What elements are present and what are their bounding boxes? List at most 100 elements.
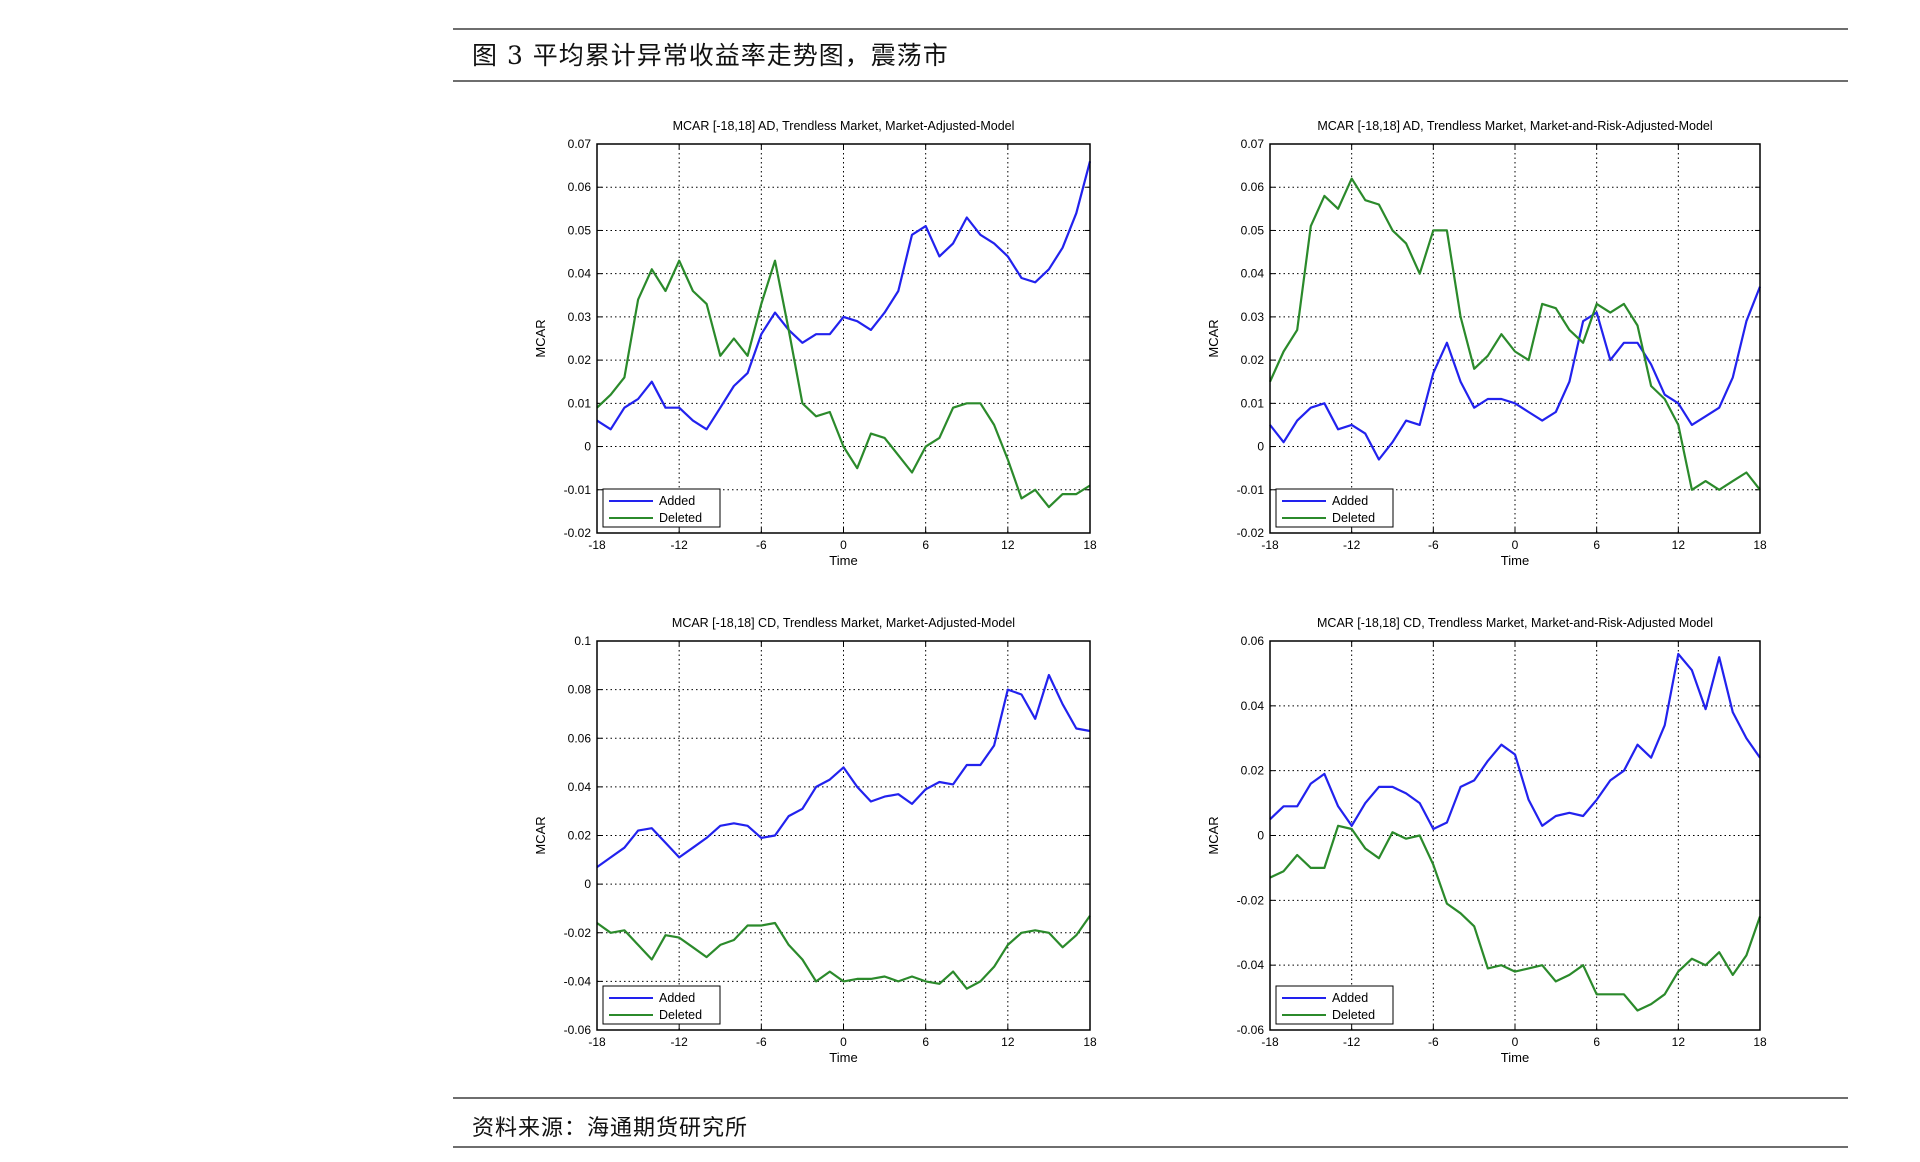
y-tick-label: 0.01 [1241, 396, 1265, 410]
x-axis-label: Time [1501, 553, 1529, 568]
figure-title: 图 3 平均累计异常收益率走势图，震荡市 [472, 41, 949, 70]
series-line-added [596, 673, 1091, 868]
legend-label-deleted: Deleted [659, 511, 702, 525]
legend-label-deleted: Deleted [1332, 1008, 1375, 1022]
x-tick-label: 12 [1672, 1035, 1686, 1049]
y-tick-label: 0.03 [568, 310, 592, 324]
legend-box [602, 985, 721, 1025]
x-axis-label: Time [1501, 1050, 1529, 1065]
series-line-deleted [1269, 824, 1762, 1012]
chart-title: MCAR [-18,18] CD, Trendless Market, Mark… [1317, 616, 1713, 630]
legend-label-deleted: Deleted [1332, 511, 1375, 525]
y-tick-label: 0 [1257, 829, 1264, 843]
y-tick-label: 0.04 [1241, 267, 1265, 281]
y-tick-label: 0.04 [568, 780, 592, 794]
plot-frame [596, 640, 1091, 1031]
x-tick-label: 18 [1083, 1035, 1097, 1049]
plot-frame [596, 143, 1091, 534]
x-tick-label: 18 [1083, 538, 1097, 552]
x-tick-label: 18 [1753, 1035, 1767, 1049]
y-tick-label: 0.02 [1241, 764, 1265, 778]
x-tick-label: 12 [1672, 538, 1686, 552]
series-line-deleted [596, 259, 1091, 509]
x-tick-label: 0 [1512, 1035, 1519, 1049]
y-tick-label: 0 [1257, 440, 1264, 454]
x-tick-label: 6 [922, 538, 929, 552]
x-tick-label: -18 [588, 1035, 606, 1049]
x-tick-label: -12 [1343, 1035, 1361, 1049]
y-tick-label: -0.06 [564, 1023, 592, 1037]
y-tick-label: 0.05 [568, 223, 592, 237]
top-rule [453, 28, 1848, 30]
x-tick-label: 0 [1512, 538, 1519, 552]
legend-box [1275, 985, 1394, 1025]
legend-box [1275, 488, 1394, 528]
y-tick-label: 0 [584, 440, 591, 454]
legend-label-added: Added [659, 991, 695, 1005]
y-axis-label: MCAR [533, 816, 548, 854]
x-tick-label: 6 [922, 1035, 929, 1049]
x-tick-label: -6 [756, 1035, 767, 1049]
chart-1: -18 -12 -6 0 6 12 18 -0.02 -0.01 0 0.01 0.02 0.03 0.0… [533, 119, 1097, 568]
legend-box [602, 488, 721, 528]
y-tick-label: -0.04 [564, 974, 592, 988]
y-tick-label: 0.07 [1241, 137, 1265, 151]
legend: Added Deleted [1275, 488, 1394, 528]
x-tick-label: 0 [840, 1035, 847, 1049]
x-tick-label: 12 [1001, 538, 1015, 552]
chart-4: -18 -12 -6 0 6 12 18 -0.06 -0.04 -0.02 0 0.02 0.04 0.… [1206, 616, 1767, 1065]
x-tick-label: 6 [1593, 538, 1600, 552]
legend: Added Deleted [1275, 985, 1394, 1025]
y-tick-label: 0.06 [1241, 634, 1265, 648]
y-tick-label: -0.04 [1237, 958, 1265, 972]
y-tick-label: 0.02 [568, 829, 592, 843]
plot-frame [1269, 640, 1761, 1031]
y-tick-label: 0.04 [1241, 699, 1265, 713]
x-tick-label: -12 [1343, 538, 1361, 552]
x-axis-label: Time [829, 1050, 857, 1065]
series-line-added [596, 161, 1092, 431]
y-tick-label: 0.1 [574, 634, 591, 648]
x-tick-label: -6 [1428, 1035, 1439, 1049]
chart-2: -18 -12 -6 0 6 12 18 -0.02 -0.01 0 0.01 0.02 0.03 0.0… [1206, 119, 1767, 568]
y-tick-label: -0.01 [1237, 483, 1265, 497]
chart-title: MCAR [-18,18] AD, Trendless Market, Mark… [1317, 119, 1712, 133]
y-axis-label: MCAR [1206, 816, 1221, 854]
y-tick-label: -0.01 [564, 483, 592, 497]
y-tick-label: 0.02 [568, 353, 592, 367]
y-tick-label: 0.06 [568, 180, 592, 194]
x-tick-label: 6 [1593, 1035, 1600, 1049]
y-tick-label: -0.06 [1237, 1023, 1265, 1037]
x-axis-label: Time [829, 553, 857, 568]
plot-frame [1269, 143, 1761, 534]
series-line-added [1269, 652, 1761, 831]
x-tick-label: -18 [1261, 1035, 1279, 1049]
title-rule [453, 80, 1848, 82]
x-tick-label: 0 [840, 538, 847, 552]
x-tick-label: 12 [1001, 1035, 1015, 1049]
y-axis-label: MCAR [1206, 319, 1221, 357]
x-tick-label: -6 [1428, 538, 1439, 552]
y-tick-label: -0.02 [1237, 893, 1265, 907]
legend: Added Deleted [602, 488, 721, 528]
x-tick-label: -18 [588, 538, 606, 552]
bottom-rule [453, 1146, 1848, 1148]
chart-title: MCAR [-18,18] AD, Trendless Market, Mark… [673, 119, 1015, 133]
y-tick-label: -0.02 [564, 926, 592, 940]
y-tick-label: 0.02 [1241, 353, 1265, 367]
x-tick-label: -12 [670, 1035, 688, 1049]
series-line-deleted [596, 915, 1091, 990]
legend: Added Deleted [602, 985, 721, 1025]
source-rule-top [453, 1097, 1848, 1099]
y-tick-label: 0.07 [568, 137, 592, 151]
x-tick-label: -18 [1261, 538, 1279, 552]
chart-title: MCAR [-18,18] CD, Trendless Market, Mark… [672, 616, 1015, 630]
y-tick-label: 0.06 [1241, 180, 1265, 194]
legend-label-added: Added [1332, 494, 1368, 508]
y-tick-label: 0.08 [568, 683, 592, 697]
y-tick-label: 0.03 [1241, 310, 1265, 324]
legend-label-deleted: Deleted [659, 1008, 702, 1022]
series-line-added [1269, 286, 1762, 461]
y-tick-label: 0.05 [1241, 223, 1265, 237]
series-line-deleted [1268, 177, 1761, 491]
